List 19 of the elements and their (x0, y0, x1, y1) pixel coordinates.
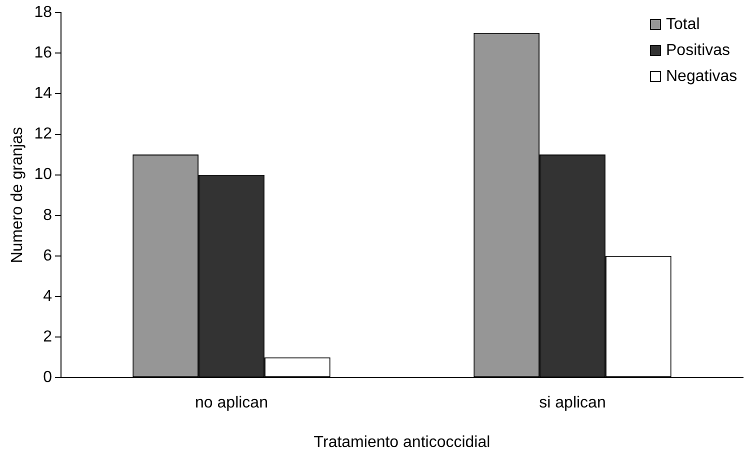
x-tick-label: no aplican (195, 394, 268, 412)
y-tick-label: 12 (34, 126, 52, 143)
legend-label: Total (666, 14, 700, 35)
legend-entry: Positivas (650, 38, 738, 64)
y-tick-label: 6 (43, 247, 52, 264)
x-axis-title: Tratamiento anticoccidial (314, 434, 490, 451)
legend-entry: Negativas (650, 64, 738, 90)
y-tick-label: 2 (43, 328, 52, 346)
y-tick-label: 10 (34, 166, 52, 184)
y-tick-label: 14 (34, 85, 52, 102)
y-tick-label: 18 (34, 4, 52, 22)
y-tick-label: 4 (43, 288, 52, 305)
legend-entry: Total (650, 12, 738, 38)
y-tick-label: 16 (34, 44, 52, 62)
x-tick-label: si aplican (539, 394, 606, 412)
y-tick-label: 8 (43, 206, 52, 224)
y-tick-label: 0 (43, 369, 52, 386)
legend-label: Positivas (666, 40, 730, 61)
y-axis-title: Numero de granjas (9, 127, 26, 264)
